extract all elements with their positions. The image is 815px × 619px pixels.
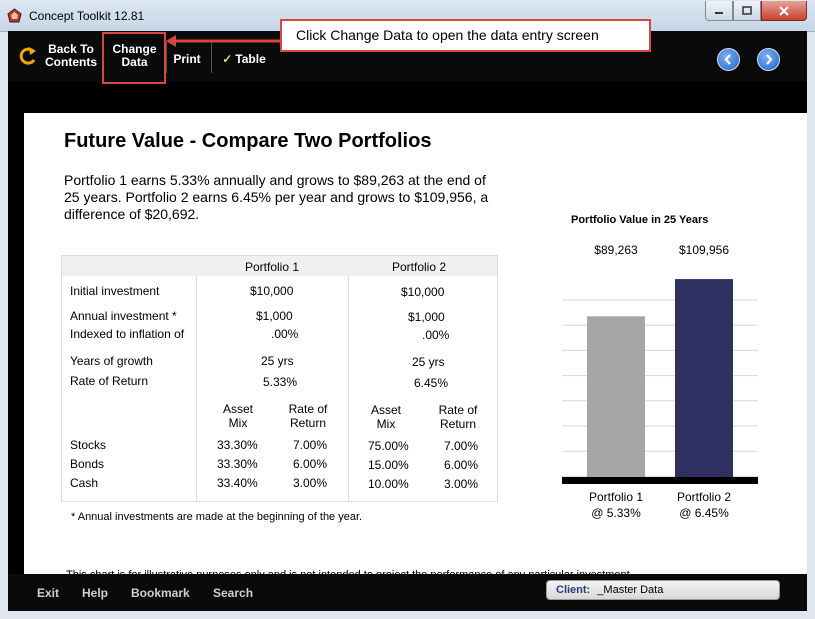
table-header xyxy=(62,256,497,276)
chart-category-label-2: Portfolio 2 xyxy=(677,490,731,504)
p1-stocks-mix: 33.30% xyxy=(217,438,258,452)
asset-label-cash: Cash xyxy=(70,476,99,490)
row-label-indexed: Indexed to inflation of xyxy=(70,327,185,341)
p2-bonds-mix: 15.00% xyxy=(368,458,409,472)
table-label: Table xyxy=(235,52,266,66)
client-label: Client: xyxy=(556,584,591,596)
next-page-button[interactable] xyxy=(757,48,780,71)
chart-category-sublabel-2: @ 6.45% xyxy=(679,506,729,520)
help-button[interactable]: Help xyxy=(82,586,109,600)
change-data-label-line2: Data xyxy=(121,55,148,69)
client-value: _Master Data xyxy=(597,584,664,596)
p2-asset-mix-header: Asset Mix xyxy=(370,403,401,431)
header-portfolio-2: Portfolio 2 xyxy=(392,260,447,274)
p1-bonds-return: 6.00% xyxy=(293,457,328,471)
close-button[interactable] xyxy=(761,1,807,21)
checkmark-icon: ✓ xyxy=(222,52,233,66)
asset-label-stocks: Stocks xyxy=(70,438,107,452)
toolbar-divider xyxy=(166,41,167,73)
client-indicator[interactable]: Client: _Master Data xyxy=(546,580,780,600)
bookmark-button[interactable]: Bookmark xyxy=(131,586,190,600)
chart-baseline xyxy=(562,477,758,484)
p2-indexed-value: .00% xyxy=(422,328,450,342)
change-data-highlight xyxy=(102,32,166,84)
maximize-button[interactable] xyxy=(733,1,761,21)
p2-annual-value: $1,000 xyxy=(408,310,445,324)
row-label-rate: Rate of Return xyxy=(70,374,149,388)
exit-button[interactable]: Exit xyxy=(37,586,60,600)
chart-value-label-2: $109,956 xyxy=(679,243,729,257)
chart-category-sublabel-1: @ 5.33% xyxy=(591,506,641,520)
print-button[interactable]: Print xyxy=(168,31,206,81)
row-label-initial: Initial investment xyxy=(70,284,160,298)
chart-category-label-1: Portfolio 1 xyxy=(589,490,643,504)
page-title: Future Value - Compare Two Portfolios xyxy=(64,130,432,152)
instruction-callout: Click Change Data to open the data entry… xyxy=(280,19,651,52)
change-data-button[interactable]: Change Data xyxy=(105,31,164,81)
minimize-button[interactable] xyxy=(705,1,733,21)
window-title: Concept Toolkit 12.81 xyxy=(29,9,145,23)
p1-annual-value: $1,000 xyxy=(256,309,293,323)
chevron-right-icon xyxy=(766,54,773,65)
p2-bonds-return: 6.00% xyxy=(444,458,479,472)
chart-bar-2 xyxy=(675,279,733,477)
p2-years-value: 25 yrs xyxy=(412,355,445,369)
p1-initial-value: $10,000 xyxy=(250,284,294,298)
footnote: * Annual investments are made at the beg… xyxy=(71,511,363,523)
header-portfolio-1: Portfolio 1 xyxy=(245,260,300,274)
window-controls xyxy=(705,1,807,21)
bottom-bar: Exit Help Bookmark Search Client: _Maste… xyxy=(8,574,807,611)
column-divider xyxy=(196,276,197,501)
p2-cash-return: 3.00% xyxy=(444,477,479,491)
previous-page-button[interactable] xyxy=(717,48,740,71)
print-label: Print xyxy=(173,52,201,66)
summary-text: Portfolio 1 earns 5.33% annually and gro… xyxy=(64,172,489,222)
toolbar-divider xyxy=(211,41,212,73)
p1-bonds-mix: 33.30% xyxy=(217,457,258,471)
p1-cash-return: 3.00% xyxy=(293,476,328,490)
column-divider xyxy=(348,276,349,501)
p1-years-value: 25 yrs xyxy=(261,354,294,368)
p2-stocks-return: 7.00% xyxy=(444,439,479,453)
back-to-contents-button[interactable]: Back To Contents xyxy=(18,31,100,81)
close-icon xyxy=(779,5,789,16)
change-data-label-line1: Change xyxy=(112,42,157,56)
p1-stocks-return: 7.00% xyxy=(293,438,328,452)
minimize-icon xyxy=(715,11,723,14)
p2-stocks-mix: 75.00% xyxy=(368,439,409,453)
row-label-years: Years of growth xyxy=(70,354,153,368)
app-frame: Back To Contents Change Data Print ✓ Tab… xyxy=(8,31,807,611)
chevron-left-icon xyxy=(724,54,731,65)
app-icon xyxy=(7,8,22,23)
p1-indexed-value: .00% xyxy=(271,327,299,341)
p1-rate-header: Rate of Return xyxy=(288,402,328,430)
chart-title: Portfolio Value in 25 Years xyxy=(571,214,709,226)
inputs-table: Portfolio 1 Portfolio 2 Initial investme… xyxy=(61,255,498,502)
p1-asset-mix-header: Asset Mix xyxy=(222,402,253,430)
chart-value-label-1: $89,263 xyxy=(594,243,638,257)
portfolio-bar-chart: $89,263 Portfolio 1 @ 5.33% $109,956 Portfol… xyxy=(562,243,758,520)
maximize-icon xyxy=(742,6,752,15)
table-toggle-button[interactable]: ✓ Table xyxy=(218,31,270,73)
chart-bar-1 xyxy=(587,316,645,477)
p2-rate-header: Rate of Return xyxy=(438,403,478,431)
row-label-annual: Annual investment * xyxy=(70,309,177,323)
callout-arrow-icon xyxy=(166,35,282,47)
asset-label-bonds: Bonds xyxy=(70,457,105,471)
p2-rate-value: 6.45% xyxy=(414,376,449,390)
p2-initial-value: $10,000 xyxy=(401,285,445,299)
p2-cash-mix: 10.00% xyxy=(368,477,409,491)
p1-cash-mix: 33.40% xyxy=(217,476,258,490)
content-panel: Future Value - Compare Two Portfolios Po… xyxy=(24,113,807,602)
back-to-contents-label: Back To Contents xyxy=(45,42,97,69)
curved-arrow-icon xyxy=(19,47,36,65)
p1-rate-value: 5.33% xyxy=(263,375,298,389)
search-button[interactable]: Search xyxy=(213,586,254,600)
